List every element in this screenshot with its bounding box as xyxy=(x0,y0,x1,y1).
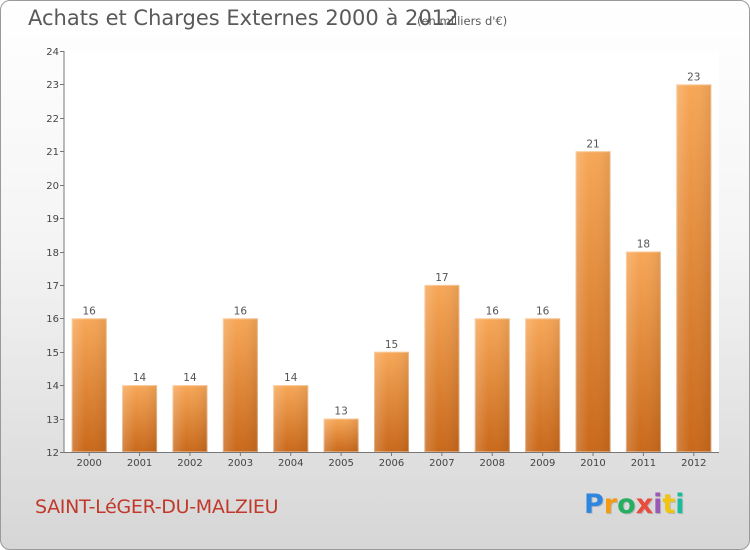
y-tick-label: 21 xyxy=(46,147,59,158)
y-tick-label: 15 xyxy=(46,348,59,359)
value-label-2011: 18 xyxy=(637,239,650,251)
bar-shine xyxy=(424,284,460,452)
bar-shine xyxy=(323,418,359,452)
bar-edge xyxy=(525,318,561,453)
x-tick-label: 2003 xyxy=(228,458,253,469)
bar-shine xyxy=(525,318,561,452)
y-tick-label: 20 xyxy=(46,181,59,192)
value-labels-group: 16 14 14 16 14 13 15 17 16 16 21 18 23 xyxy=(83,71,701,417)
value-label-2001: 14 xyxy=(133,372,147,384)
logo-letter: P xyxy=(584,489,604,520)
x-tick-label: 2011 xyxy=(631,458,656,469)
x-tick-label: 2012 xyxy=(681,458,706,469)
x-tick-label: 2001 xyxy=(127,458,152,469)
bar-edge xyxy=(222,318,258,453)
value-label-2010: 21 xyxy=(586,138,599,150)
bar-shine xyxy=(122,385,158,452)
y-tick-label: 13 xyxy=(46,415,59,426)
x-tick-label: 2005 xyxy=(328,458,353,469)
logo-letter: o xyxy=(617,489,636,520)
y-tick-label: 23 xyxy=(46,80,59,91)
y-tick-label: 22 xyxy=(46,114,59,125)
bar-shine xyxy=(374,351,409,452)
y-tick-label: 17 xyxy=(46,281,59,292)
proxiti-logo[interactable]: Proxiti xyxy=(584,489,685,520)
logo-letter: i xyxy=(675,489,685,520)
value-label-2012: 23 xyxy=(687,71,700,83)
bar-shine xyxy=(575,151,611,452)
x-tick-label: 2008 xyxy=(480,458,505,469)
value-label-2002: 14 xyxy=(183,372,197,384)
bar-edge xyxy=(424,284,460,452)
y-tick-label: 19 xyxy=(46,214,59,225)
bar-shine xyxy=(676,84,712,453)
bar-shine xyxy=(474,318,510,452)
bar-shine xyxy=(71,318,107,452)
bar-shine xyxy=(172,385,208,452)
bar-edge xyxy=(625,251,661,452)
bars-group xyxy=(71,84,712,453)
bar-edge xyxy=(122,385,158,452)
bar-edge xyxy=(71,318,107,453)
value-label-2008: 16 xyxy=(486,305,500,317)
value-label-2004: 14 xyxy=(284,372,298,384)
logo-letter: i xyxy=(653,489,663,520)
x-tick-label: 2010 xyxy=(580,458,605,469)
y-tick-label: 16 xyxy=(46,314,59,325)
logo-letter: t xyxy=(662,489,676,520)
x-tick-label: 2000 xyxy=(76,458,101,469)
bar-shine xyxy=(625,251,661,452)
x-tick-label: 2002 xyxy=(177,458,202,469)
x-tick-label: 2004 xyxy=(278,458,303,469)
value-label-2006: 15 xyxy=(385,339,398,351)
bar-edge xyxy=(676,84,712,453)
x-tick-label: 2007 xyxy=(429,458,454,469)
value-label-2005: 13 xyxy=(334,406,347,418)
bar-edge xyxy=(374,351,409,452)
x-tick-label: 2009 xyxy=(530,458,555,469)
bar-shine xyxy=(222,318,258,452)
bar-edge xyxy=(474,318,510,453)
bar-edge xyxy=(323,418,359,453)
y-tick-label: 14 xyxy=(46,381,59,392)
bar-edge xyxy=(172,385,208,452)
bar-edge xyxy=(575,151,611,452)
chart-title: Achats et Charges Externes 2000 à 2012 xyxy=(28,6,459,30)
y-tick-label: 18 xyxy=(46,248,59,259)
y-axis: 12 13 14 15 16 17 18 19 20 21 22 23 24 xyxy=(46,47,65,459)
logo-letter: x xyxy=(635,489,654,520)
y-tick-label: 12 xyxy=(46,448,59,459)
x-axis: 2000 2001 2002 2003 2004 2005 2006 2007 2008 2009… xyxy=(64,452,719,469)
commune-name: SAINT-LéGER-DU-MALZIEU xyxy=(35,496,279,518)
value-label-2007: 17 xyxy=(435,272,448,284)
logo-letter: r xyxy=(603,489,618,520)
bar-edge xyxy=(273,385,309,452)
y-tick-label: 24 xyxy=(46,47,59,58)
x-tick-label: 2006 xyxy=(379,458,404,469)
value-label-2000: 16 xyxy=(83,305,97,317)
chart-subtitle: (en milliers d'€) xyxy=(417,14,508,28)
value-label-2003: 16 xyxy=(234,305,248,317)
bar-shine xyxy=(273,385,309,452)
value-label-2009: 16 xyxy=(536,305,550,317)
